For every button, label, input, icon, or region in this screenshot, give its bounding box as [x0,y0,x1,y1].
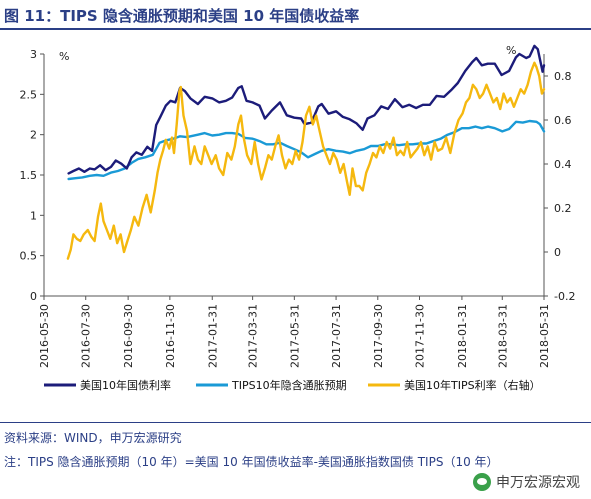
y-right-tick-label: 0.4 [554,158,572,171]
x-tick-label: 2016-09-30 [122,304,135,368]
y-right-unit: % [506,44,516,57]
series-line-0 [67,44,546,175]
y-right-tick-label: 0.8 [554,70,572,83]
watermark-label: 申万宏源宏观 [496,475,580,491]
source-note: 资料来源：WIND，申万宏源研究 [4,431,182,445]
series-line-1 [67,119,546,181]
y-left-tick-label: 2 [30,129,37,142]
y-left-tick-label: 2.5 [20,88,38,101]
x-tick-label: 2017-01-31 [206,304,219,368]
chart: 0 0.5 1 1.5 2 2.5 3 -0.2 0 0.2 0.4 0.6 0.8% % 2016-05-… [20,44,576,392]
x-tick-label: 2018-05-31 [538,304,551,368]
series-line-2 [66,61,546,260]
y-right-tick-label: -0.2 [554,290,575,303]
x-tick-label: 2016-05-30 [38,304,51,368]
footer-divider [0,422,591,423]
y-left-tick-label: 3 [30,48,37,61]
y-right-tick-label: 0 [554,246,561,259]
y-left-tick-label: 1 [30,209,37,222]
chart-series [66,44,546,260]
wechat-icon [473,473,491,491]
formula-note: 注：TIPS 隐含通胀预期（10 年）=美国 10 年国债收益率-美国通胀指数国… [4,455,499,469]
figure-title: 图 11：TIPS 隐含通胀预期和美国 10 年国债收益率 [4,7,360,25]
x-tick-label: 2016-11-30 [164,304,177,368]
x-tick-label: 2018-03-31 [496,304,509,368]
x-tick-label: 2018-01-31 [456,304,469,368]
chart-axes: 0 0.5 1 1.5 2 2.5 3 -0.2 0 0.2 0.4 0.6 0.8% % 2016-05-… [20,44,576,368]
x-tick-label: 2016-07-30 [80,304,93,368]
y-left-tick-label: 0.5 [20,250,38,263]
y-right-tick-label: 0.2 [554,202,572,215]
chart-legend: 美国10年国债利率 TIPS10年隐含通胀预期 美国10年TIPS利率（右轴） [44,378,541,392]
watermark: 申万宏源宏观 [470,471,583,493]
y-left-tick-label: 1.5 [20,169,38,182]
legend-label-0: 美国10年国债利率 [80,378,171,392]
y-right-tick-label: 0.6 [554,114,572,127]
x-tick-label: 2017-07-31 [330,304,343,368]
figure-header: 图 11：TIPS 隐含通胀预期和美国 10 年国债收益率 [0,0,591,30]
x-tick-label: 2017-09-30 [372,304,385,368]
x-tick-label: 2017-11-30 [414,304,427,368]
legend-label-2: 美国10年TIPS利率（右轴） [404,378,541,392]
x-tick-label: 2017-05-31 [288,304,301,368]
y-left-unit: % [59,50,69,63]
x-tick-label: 2017-03-31 [247,304,260,368]
legend-label-1: TIPS10年隐含通胀预期 [231,378,347,392]
title-divider [0,28,591,30]
y-left-tick-label: 0 [30,290,37,303]
